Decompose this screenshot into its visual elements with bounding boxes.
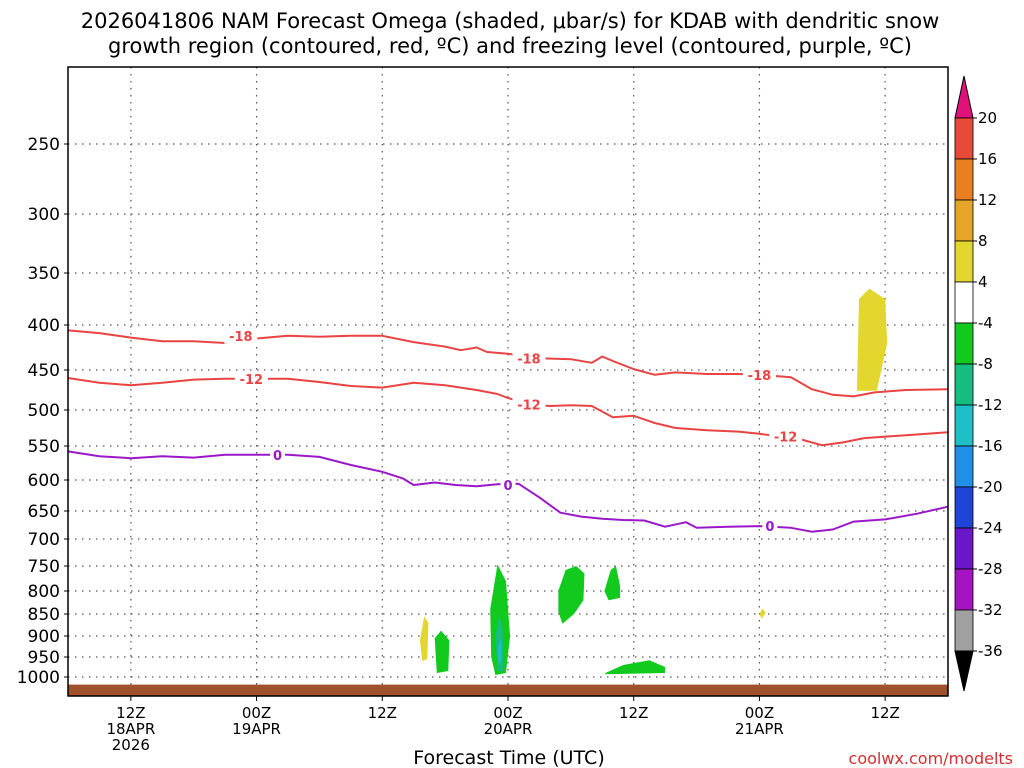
y-tick-label: 700 xyxy=(28,530,60,550)
colorbar: 20 16 12 8 4 -4 -8 -12 -16 -20 -24 -28 -32 -36 xyxy=(954,75,1003,692)
omega-shaded-region xyxy=(420,616,429,661)
contour-line xyxy=(67,450,949,533)
colorbar-bin xyxy=(954,240,974,283)
contour-label: 0 xyxy=(273,449,282,464)
colorbar-label: 8 xyxy=(978,232,988,250)
contour-label: -12 xyxy=(240,373,264,388)
y-tick-label: 450 xyxy=(28,361,60,381)
x-tick-label: 2026 xyxy=(112,736,150,754)
contour-label: 0 xyxy=(503,479,512,494)
x-tick-label: 12Z xyxy=(870,704,899,722)
contour-label-background xyxy=(769,428,803,445)
colorbar-label: -24 xyxy=(978,519,1003,537)
x-tick-label: 12Z xyxy=(116,704,145,722)
x-tick-label: 00Z xyxy=(745,704,774,722)
colorbar-bin xyxy=(954,363,974,406)
plot-frame-background xyxy=(68,67,948,696)
contour-label: -18 xyxy=(517,352,541,367)
x-tick-label: 00Z xyxy=(493,704,522,722)
x-tick-label: 20APR xyxy=(484,720,533,738)
colorbar-bin xyxy=(954,199,974,242)
colorbar-bin xyxy=(954,281,974,324)
contour-label: -18 xyxy=(748,369,772,384)
y-tick-label: 350 xyxy=(28,264,60,284)
chart-title-line-1: 2026041806 NAM Forecast Omega (shaded, μ… xyxy=(81,9,940,33)
x-tick-label: 00Z xyxy=(242,704,271,722)
x-tick-label: 18APR xyxy=(106,720,155,738)
contour-label-background xyxy=(500,476,516,493)
y-tick-label: 550 xyxy=(28,437,60,457)
y-tick-label: 650 xyxy=(28,502,60,522)
y-tick-label: 250 xyxy=(28,135,60,155)
y-tick-label: 1000 xyxy=(17,668,60,688)
plot-frame-border xyxy=(67,66,949,697)
contour-label-background xyxy=(762,518,778,535)
colorbar-bottom-arrow xyxy=(954,650,974,692)
omega-shaded-region xyxy=(856,288,888,391)
x-tick-label: 21APR xyxy=(735,720,784,738)
chart-title-line-2: growth region (contoured, red, ºC) and f… xyxy=(108,34,912,58)
y-tick-label: 900 xyxy=(28,627,60,647)
credit-text: coolwx.com/modelts xyxy=(849,749,1013,768)
contour-label-background xyxy=(270,446,286,463)
colorbar-label: -32 xyxy=(978,601,1003,619)
omega-shaded-region xyxy=(759,608,766,619)
contour-label: 0 xyxy=(765,520,774,535)
omega-shaded-region xyxy=(605,660,666,675)
colorbar-label: -16 xyxy=(978,437,1003,455)
y-tick-label: 750 xyxy=(28,557,60,577)
colorbar-label: -20 xyxy=(978,478,1003,496)
contour-label: -18 xyxy=(229,330,253,345)
colorbar-bin xyxy=(954,158,974,201)
contour-label-background xyxy=(742,366,776,383)
colorbar-label: -12 xyxy=(978,396,1003,414)
plot-area: 2503003504004505005506006507007508008509… xyxy=(17,66,949,754)
omega-shaded-region xyxy=(604,566,621,601)
x-tick-label: 12Z xyxy=(368,704,397,722)
colorbar-label: -36 xyxy=(978,642,1003,660)
colorbar-bin xyxy=(954,117,974,160)
colorbar-label: -28 xyxy=(978,560,1003,578)
contour-label-background xyxy=(512,396,546,413)
y-tick-label: 600 xyxy=(28,471,60,491)
y-tick-label: 500 xyxy=(28,401,60,421)
omega-shaded-region xyxy=(434,630,450,673)
colorbar-bin xyxy=(954,568,974,611)
y-tick-label: 800 xyxy=(28,582,60,602)
terrain-strip xyxy=(68,684,948,696)
colorbar-bin xyxy=(954,404,974,447)
colorbar-bin xyxy=(954,609,974,652)
x-tick-label: 19APR xyxy=(232,720,281,738)
y-tick-label: 950 xyxy=(28,648,60,668)
y-tick-label: 850 xyxy=(28,605,60,625)
omega-shaded-region xyxy=(558,566,585,624)
y-tick-label: 400 xyxy=(28,316,60,336)
colorbar-bin xyxy=(954,445,974,488)
colorbar-label: 20 xyxy=(978,109,997,127)
y-tick-label: 300 xyxy=(28,205,60,225)
colorbar-label: 4 xyxy=(978,273,988,291)
colorbar-bin xyxy=(954,527,974,570)
colorbar-label: 12 xyxy=(978,191,997,209)
contour-label: -12 xyxy=(517,398,541,413)
x-tick-label: 12Z xyxy=(619,704,648,722)
colorbar-bin xyxy=(954,486,974,529)
contour-label: -12 xyxy=(774,431,798,446)
contour-label-background xyxy=(234,370,268,387)
contour-label-background xyxy=(512,350,546,367)
colorbar-label: -8 xyxy=(978,355,993,373)
contour-label-background xyxy=(224,327,258,344)
colorbar-label: 16 xyxy=(978,150,997,168)
x-axis-label: Forecast Time (UTC) xyxy=(413,747,604,768)
colorbar-label: -4 xyxy=(978,314,993,332)
omega-shaded-region xyxy=(497,638,502,663)
colorbar-bin xyxy=(954,322,974,365)
